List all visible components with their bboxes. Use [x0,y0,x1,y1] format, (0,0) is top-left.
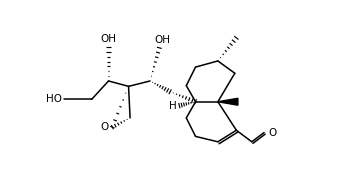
Text: HO: HO [46,94,62,105]
Text: H: H [169,101,177,111]
Text: O: O [268,128,276,138]
Text: OH: OH [155,35,171,45]
Polygon shape [218,98,238,105]
Text: OH: OH [100,34,116,44]
Text: O: O [100,122,109,132]
